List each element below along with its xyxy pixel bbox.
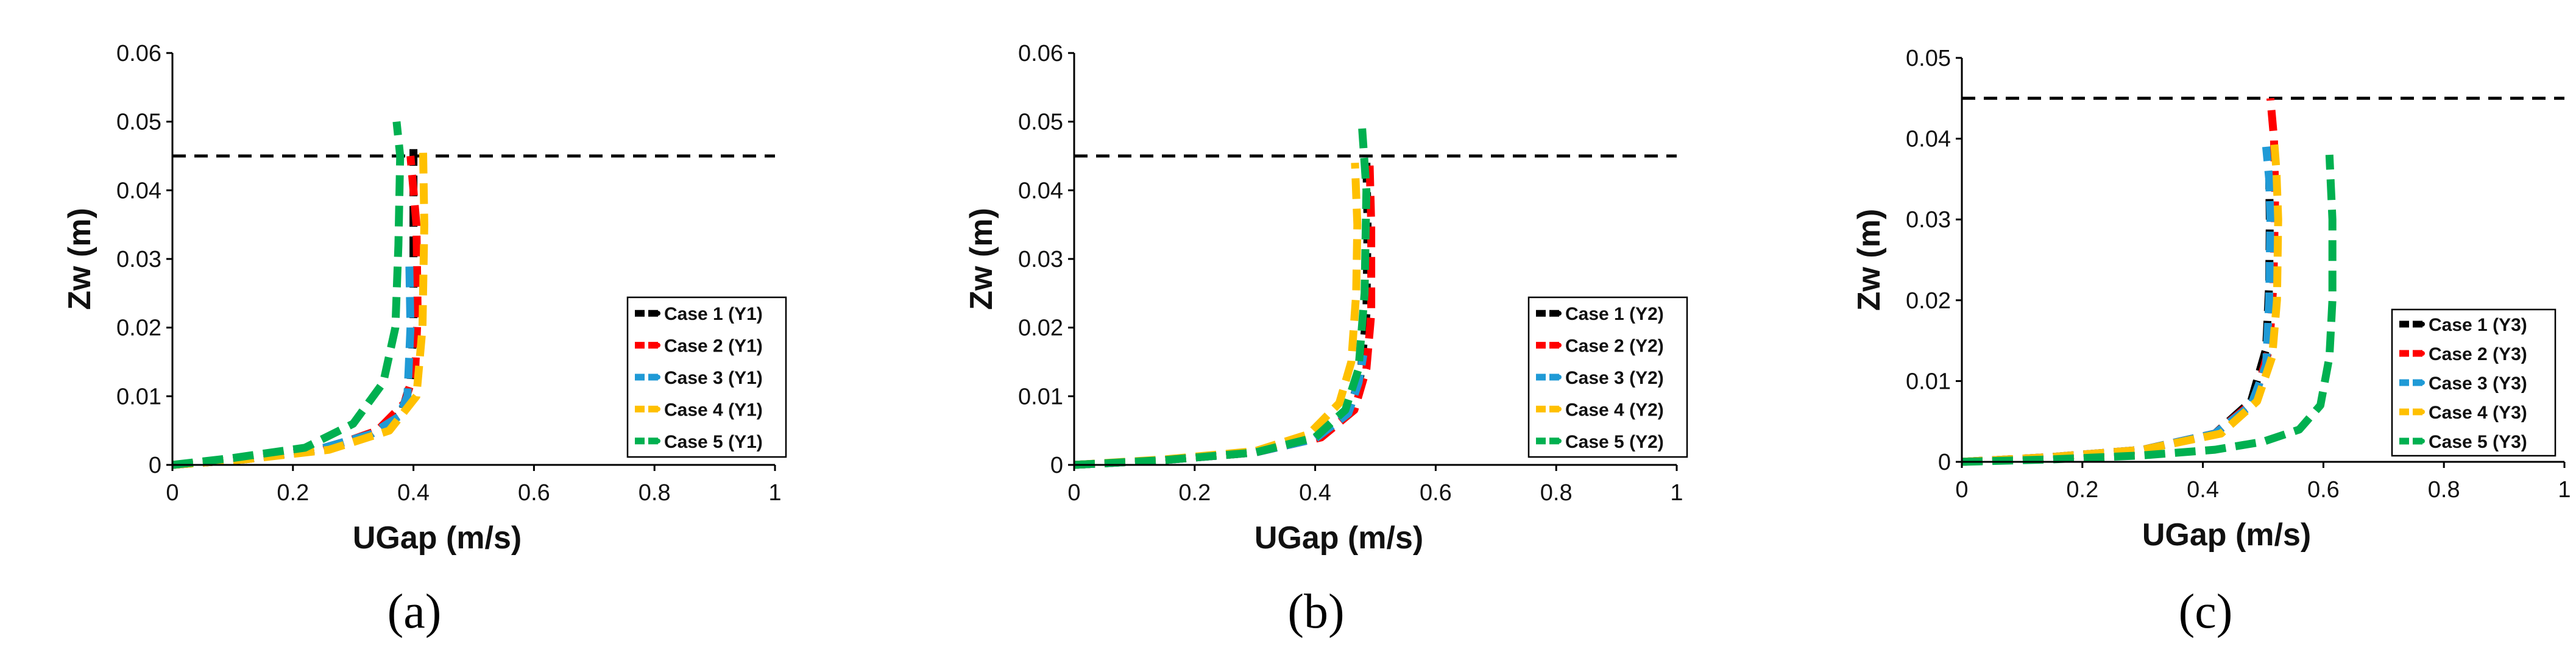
- y-tick-label: 0: [149, 453, 161, 478]
- x-tick-label: 0: [1955, 477, 1968, 503]
- series-line-case-2: [172, 155, 422, 469]
- chart-panel-a: 00.010.020.030.040.050.060 0.2 0.4 0.6 0.8 1 …: [62, 41, 787, 639]
- y-tick-label: 0.06: [1018, 41, 1063, 66]
- legend-label: Case 5 (Y1): [664, 432, 763, 452]
- legend-label: Case 3 (Y2): [1565, 368, 1664, 388]
- x-tick-label: 1: [2558, 477, 2571, 503]
- x-axis-title: UGap (m/s): [2142, 517, 2311, 553]
- series-line-case-5: [172, 121, 405, 469]
- y-axis-title: Zw (m): [1852, 209, 1887, 311]
- y-tick-label: 0.04: [1018, 178, 1063, 204]
- y-axis-title: Zw (m): [964, 208, 999, 310]
- x-tick-label: 0.4: [397, 480, 430, 506]
- legend-label: Case 4 (Y2): [1565, 400, 1664, 420]
- legend-label: Case 5 (Y2): [1565, 432, 1664, 452]
- series-line-case-3: [172, 258, 415, 469]
- panel-label: (b): [1287, 585, 1344, 639]
- y-tick-label: 0.04: [116, 178, 161, 204]
- x-tick-label: 0.8: [2428, 477, 2460, 503]
- x-axis-title: UGap (m/s): [1254, 520, 1423, 556]
- y-tick-label: 0.01: [1906, 369, 1951, 394]
- x-tick-label: 0.6: [2307, 477, 2340, 503]
- y-tick-label: 0.03: [1906, 207, 1951, 233]
- legend-marker: [2420, 351, 2425, 356]
- y-tick-label: 0.02: [1018, 316, 1063, 341]
- y-tick-label: 0.05: [1906, 46, 1951, 71]
- legend-label: Case 2 (Y2): [1565, 336, 1664, 356]
- x-tick-label: 0.6: [518, 480, 550, 506]
- x-tick-label: 0.4: [1299, 480, 1331, 506]
- x-tick-label: 0.2: [1178, 480, 1211, 506]
- chart-panel-b: 00.010.020.030.040.050.060 0.2 0.4 0.6 0.8 1 …: [964, 41, 1688, 639]
- legend-marker: [1557, 438, 1562, 444]
- x-tick-label: 0.6: [1420, 480, 1452, 506]
- x-axis-title: UGap (m/s): [353, 520, 522, 556]
- legend-marker: [656, 438, 660, 444]
- legend: Case 1 (Y3) Case 2 (Y3) Case 3 (Y3) Case 4 …: [2391, 308, 2557, 457]
- series-line-case-3: [1961, 146, 2274, 466]
- series-line-case-2: [1961, 97, 2279, 466]
- legend-label: Case 1 (Y1): [664, 304, 763, 324]
- y-tick-label: 0.01: [116, 384, 161, 409]
- legend-marker: [1557, 406, 1562, 412]
- panel-label: (c): [2179, 585, 2233, 639]
- legend-marker: [2420, 439, 2425, 444]
- y-tick-label: 0.05: [116, 110, 161, 135]
- x-tick-label: 1: [1670, 480, 1683, 506]
- legend-label: Case 2 (Y1): [664, 336, 763, 356]
- y-tick-label: 0.01: [1018, 384, 1063, 409]
- series-line-case-3: [1074, 354, 1368, 469]
- series-line-case-4: [1961, 138, 2282, 466]
- legend-marker: [2420, 409, 2425, 414]
- x-tick-label: 0.2: [277, 480, 309, 506]
- legend-marker: [656, 342, 660, 348]
- series-line-case-4: [1074, 163, 1362, 469]
- series-line-case-1: [1961, 179, 2274, 466]
- legend-label: Case 4 (Y3): [2429, 403, 2527, 423]
- legend-marker: [656, 406, 660, 412]
- panel-label: (a): [387, 585, 442, 639]
- chart-panel-c: 0 0.01 0.02 0.03 0.04 0.05 0 0.2 0.4 0.6 0.8 1 UGap…: [1852, 46, 2571, 639]
- y-tick-label: 0.04: [1906, 127, 1951, 152]
- x-tick-label: 0: [1067, 480, 1080, 506]
- legend-label: Case 3 (Y1): [664, 368, 763, 388]
- series-line-case-2: [1074, 155, 1376, 469]
- y-tick-label: 0.02: [116, 316, 161, 341]
- series-line-case-1: [172, 149, 418, 469]
- y-tick-label: 0.03: [116, 247, 161, 272]
- y-axis-title: Zw (m): [62, 208, 97, 310]
- legend-marker: [1557, 311, 1562, 316]
- legend-label: Case 2 (Y3): [2429, 344, 2527, 364]
- legend-label: Case 4 (Y1): [664, 400, 763, 420]
- legend-label: Case 5 (Y3): [2429, 432, 2527, 452]
- legend-marker: [1557, 375, 1562, 380]
- legend: Case 1 (Y1) Case 2 (Y1) Case 3 (Y1) Case 4 …: [626, 296, 787, 458]
- legend-marker: [2420, 322, 2425, 327]
- y-tick-label: 0: [1050, 453, 1063, 478]
- series-line-case-5: [1074, 128, 1371, 469]
- x-tick-label: 1: [768, 480, 781, 506]
- series-line-case-5: [1961, 154, 2337, 466]
- y-tick-label: 0.03: [1018, 247, 1063, 272]
- x-tick-label: 0.4: [2187, 477, 2219, 503]
- legend: Case 1 (Y2) Case 2 (Y2) Case 3 (Y2) Case 4 …: [1527, 296, 1688, 458]
- legend-label: Case 3 (Y3): [2429, 373, 2527, 394]
- x-tick-label: 0.8: [1540, 480, 1573, 506]
- legend-label: Case 1 (Y2): [1565, 304, 1664, 324]
- y-tick-label: 0.06: [116, 41, 161, 66]
- x-tick-label: 0: [166, 480, 179, 506]
- legend-label: Case 1 (Y3): [2429, 315, 2527, 335]
- legend-marker: [656, 375, 660, 380]
- y-tick-label: 0.05: [1018, 110, 1063, 135]
- y-tick-label: 0.02: [1906, 288, 1951, 314]
- legend-marker: [656, 311, 660, 316]
- y-tick-label: 0: [1938, 450, 1951, 475]
- x-tick-label: 0.2: [2066, 477, 2098, 503]
- legend-marker: [2420, 380, 2425, 385]
- legend-marker: [1557, 342, 1562, 348]
- x-tick-label: 0.8: [639, 480, 671, 506]
